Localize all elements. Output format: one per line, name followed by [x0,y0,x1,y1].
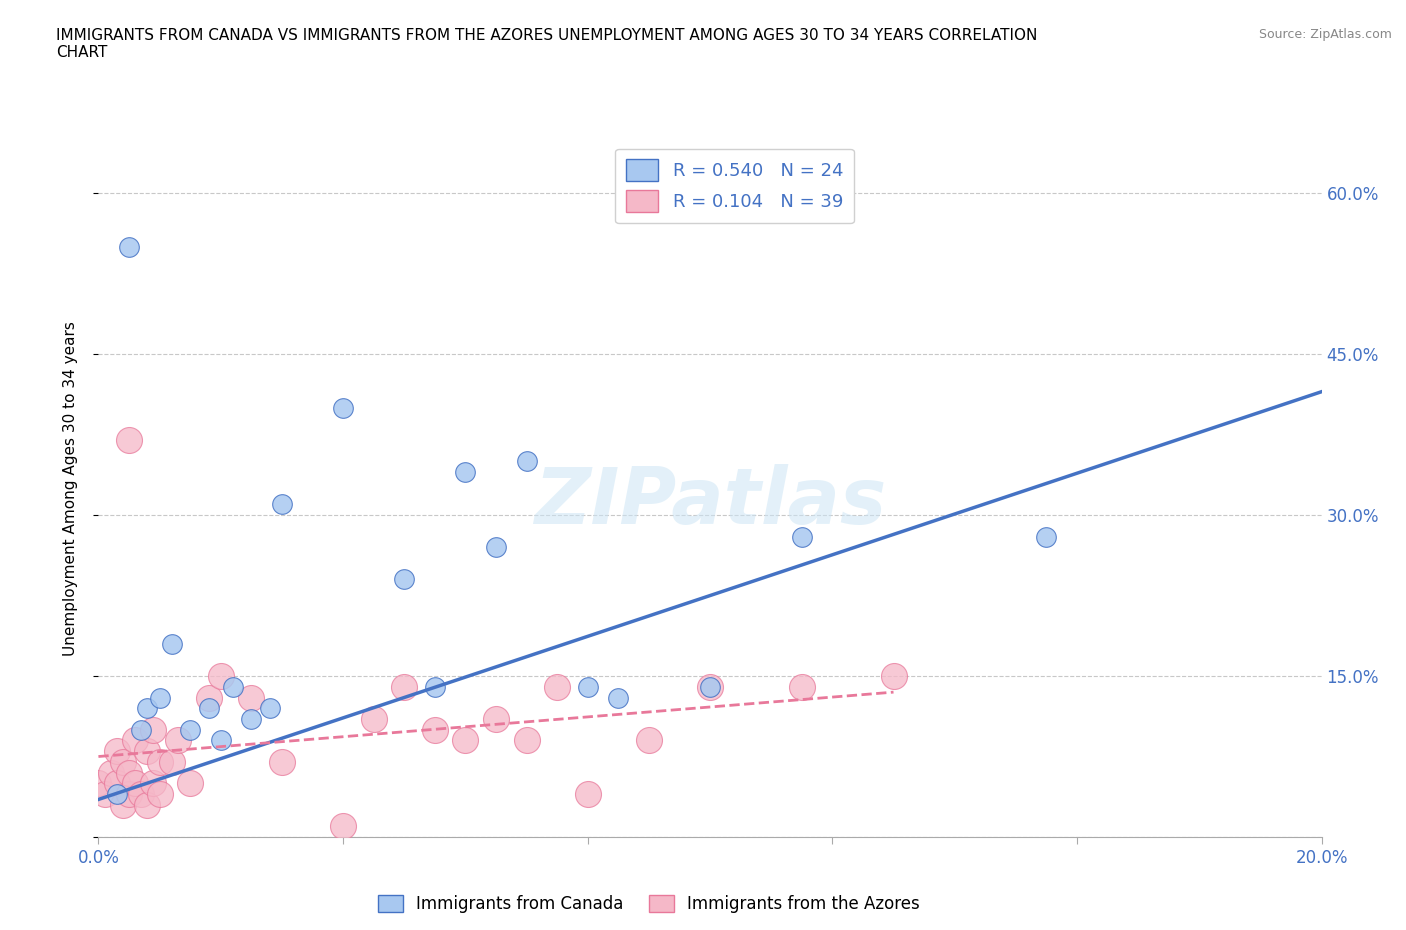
Point [332,400,354,415]
Point [332,818,354,833]
Point [485,711,508,726]
Point [607,690,630,705]
Point [222,679,245,694]
Point [142,723,165,737]
Point [105,776,128,790]
Point [118,765,141,780]
Point [454,465,477,480]
Point [129,723,152,737]
Point [118,432,141,447]
Point [637,733,661,748]
Point [149,787,172,802]
Point [160,754,183,769]
Point [118,787,141,802]
Point [209,669,232,684]
Point [270,754,292,769]
Point [363,711,385,726]
Point [149,690,172,705]
Point [485,539,508,554]
Point [883,669,905,684]
Point [790,529,813,544]
Point [105,744,128,759]
Point [136,701,159,716]
Point [259,701,281,716]
Text: Source: ZipAtlas.com: Source: ZipAtlas.com [1258,28,1392,41]
Point [149,754,172,769]
Point [1035,529,1057,544]
Point [197,690,219,705]
Legend: Immigrants from Canada, Immigrants from the Azores: Immigrants from Canada, Immigrants from … [371,888,927,920]
Point [240,690,263,705]
Point [699,679,721,694]
Point [136,744,159,759]
Point [790,679,813,694]
Point [179,776,201,790]
Point [142,776,165,790]
Point [392,572,416,587]
Point [240,711,263,726]
Point [423,723,446,737]
Y-axis label: Unemployment Among Ages 30 to 34 years: Unemployment Among Ages 30 to 34 years [63,321,77,656]
Point [93,787,115,802]
Point [124,733,146,748]
Point [546,679,568,694]
Point [423,679,446,694]
Point [179,723,201,737]
Point [111,797,134,812]
Point [100,765,122,780]
Point [129,787,152,802]
Text: ZIPatlas: ZIPatlas [534,464,886,540]
Point [105,787,128,802]
Point [392,679,416,694]
Point [209,733,232,748]
Point [87,776,110,790]
Point [516,454,538,469]
Point [124,776,146,790]
Point [197,701,219,716]
Point [454,733,477,748]
Point [167,733,190,748]
Point [118,239,141,254]
Text: IMMIGRANTS FROM CANADA VS IMMIGRANTS FROM THE AZORES UNEMPLOYMENT AMONG AGES 30 : IMMIGRANTS FROM CANADA VS IMMIGRANTS FRO… [56,28,1038,60]
Point [699,679,721,694]
Point [111,754,134,769]
Point [516,733,538,748]
Point [576,679,599,694]
Point [136,797,159,812]
Point [576,787,599,802]
Point [270,497,292,512]
Point [160,636,183,651]
